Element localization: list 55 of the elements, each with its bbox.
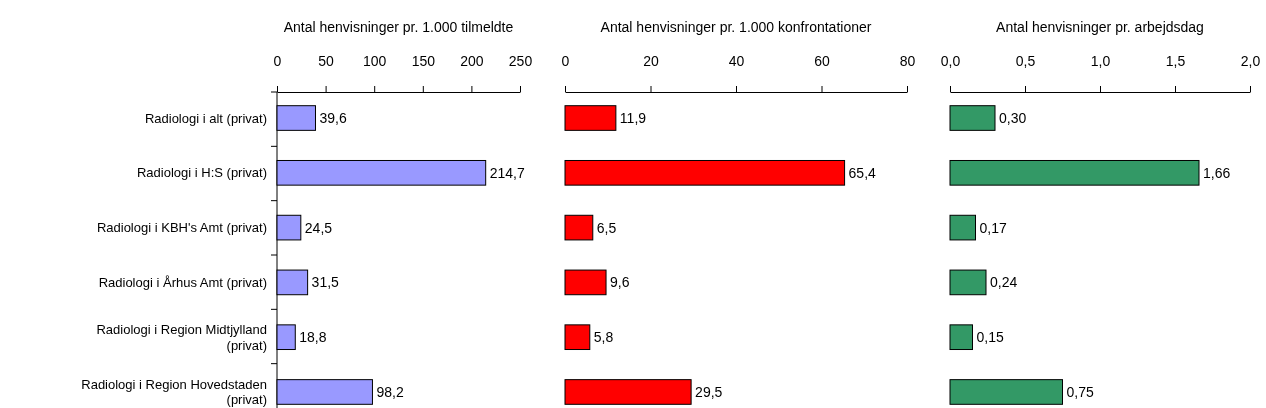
chart-title: Antal henvisninger pr. 1.000 konfrontationer bbox=[600, 19, 872, 35]
x-tick-label: 1,0 bbox=[1090, 53, 1111, 69]
data-label: 0,24 bbox=[990, 274, 1018, 291]
chart-title: Antal henvisninger pr. 1.000 tilmeldte bbox=[283, 19, 514, 35]
y-tick-label: Radiologi i Region Hovedstaden (privat) bbox=[81, 376, 267, 408]
data-label: 65,4 bbox=[848, 164, 877, 181]
bar bbox=[949, 159, 1200, 186]
data-label: 5,8 bbox=[593, 329, 614, 346]
bar bbox=[564, 269, 607, 296]
bar bbox=[949, 324, 973, 351]
data-label: 18,8 bbox=[299, 329, 327, 346]
x-tick-label: 0 bbox=[273, 53, 282, 69]
x-tick-label: 0,0 bbox=[940, 53, 961, 69]
bar bbox=[564, 105, 617, 131]
bar bbox=[949, 105, 996, 131]
data-label: 1,66 bbox=[1203, 164, 1231, 181]
x-tick-label: 200 bbox=[460, 53, 484, 69]
y-tick-label: Radiologi i H:S (privat) bbox=[136, 165, 267, 181]
x-tick-label: 150 bbox=[411, 53, 436, 69]
bar bbox=[949, 379, 1063, 405]
x-tick-label: 1,5 bbox=[1165, 53, 1186, 69]
data-label: 39,6 bbox=[319, 109, 347, 126]
data-label: 0,17 bbox=[979, 219, 1007, 236]
bar bbox=[564, 159, 846, 186]
x-tick-label: 0 bbox=[561, 53, 570, 69]
data-label: 6,5 bbox=[596, 219, 617, 236]
bar bbox=[564, 379, 692, 405]
data-label: 0,30 bbox=[999, 109, 1027, 126]
y-tick-label: Radiologi i Århus Amt (privat) bbox=[98, 274, 267, 290]
x-tick-label: 0,5 bbox=[1015, 53, 1036, 69]
x-tick-label: 50 bbox=[318, 53, 335, 69]
data-label: 11,9 bbox=[619, 109, 647, 126]
chart-title: Antal henvisninger pr. arbejdsdag bbox=[996, 19, 1204, 35]
x-tick-label: 2,0 bbox=[1240, 53, 1261, 69]
x-tick-label: 20 bbox=[643, 53, 659, 69]
bar bbox=[564, 214, 594, 241]
bar bbox=[949, 214, 976, 241]
data-label: 31,5 bbox=[311, 274, 340, 291]
data-label: 98,2 bbox=[376, 383, 404, 400]
bar bbox=[564, 324, 591, 351]
bar bbox=[949, 269, 987, 296]
data-label: 0,75 bbox=[1066, 383, 1094, 400]
data-label: 0,15 bbox=[976, 329, 1004, 346]
data-label: 24,5 bbox=[304, 219, 333, 236]
data-label: 29,5 bbox=[695, 383, 723, 400]
x-tick-label: 80 bbox=[899, 53, 916, 69]
x-tick-label: 60 bbox=[814, 53, 830, 69]
y-tick-label: Radiologi i Region Midtjylland (privat) bbox=[96, 321, 267, 353]
y-tick-label: Radiologi i KBH's Amt (privat) bbox=[96, 220, 267, 236]
x-tick-label: 100 bbox=[363, 53, 387, 69]
x-tick-label: 250 bbox=[508, 53, 533, 69]
data-label: 9,6 bbox=[610, 274, 630, 291]
data-label: 214,7 bbox=[489, 164, 525, 181]
x-tick-label: 40 bbox=[728, 53, 745, 69]
y-tick-label: Radiologi i alt (privat) bbox=[144, 110, 267, 126]
